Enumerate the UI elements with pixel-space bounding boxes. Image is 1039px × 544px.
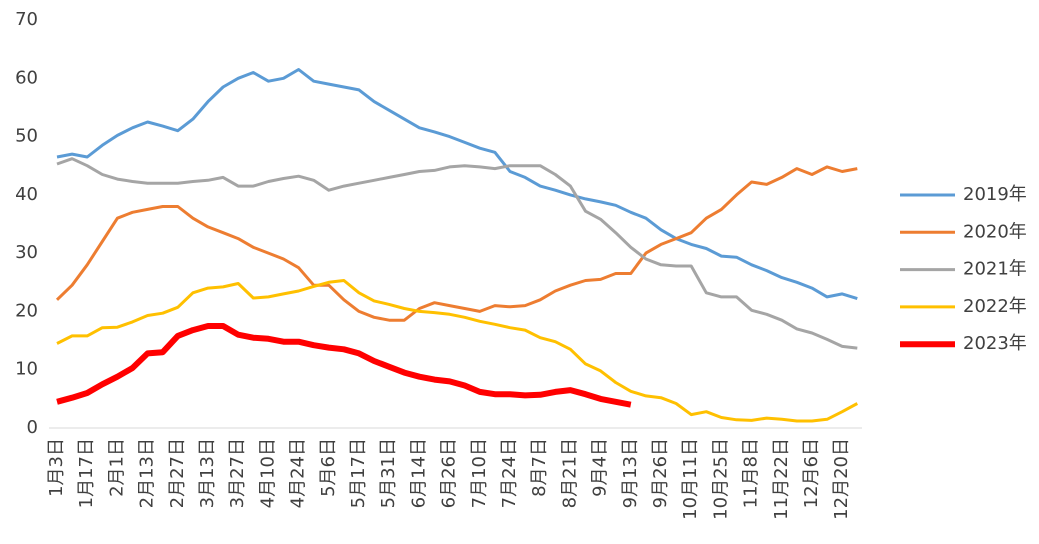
x-tick-label: 4月10日: [257, 438, 278, 508]
legend-label: 2019年: [963, 184, 1027, 205]
x-tick-label: 2月1日: [106, 438, 127, 497]
x-tick-label: 9月26日: [650, 438, 671, 508]
x-tick-label: 1月17日: [76, 438, 97, 508]
x-tick-label: 8月7日: [529, 438, 550, 497]
series-line: [55, 165, 858, 322]
x-tick-label: 3月27日: [227, 438, 248, 508]
series-line: [56, 323, 632, 408]
y-tick-label: 0: [27, 417, 38, 438]
x-tick-label: 2月27日: [167, 438, 188, 508]
legend-label: 2021年: [963, 259, 1027, 280]
y-tick-label: 60: [15, 67, 38, 88]
legend-label: 2022年: [963, 296, 1027, 317]
x-tick-label: 4月24日: [288, 438, 309, 508]
y-tick-label: 20: [15, 300, 38, 321]
x-tick-label: 1月3日: [46, 438, 67, 497]
x-tick-label: 10月25日: [710, 438, 731, 520]
x-tick-label: 5月17日: [348, 438, 369, 508]
x-tick-label: 9月13日: [620, 438, 641, 508]
legend-label: 2020年: [963, 221, 1027, 242]
x-tick-label: 5月31日: [378, 438, 399, 508]
x-tick-label: 12月20日: [831, 438, 852, 520]
y-tick-label: 10: [15, 359, 38, 380]
x-tick-label: 11月22日: [771, 438, 792, 520]
y-tick-label: 40: [15, 184, 38, 205]
y-tick-label: 30: [15, 242, 38, 263]
x-tick-label: 6月26日: [439, 438, 460, 508]
x-tick-label: 3月13日: [197, 438, 218, 508]
series-line: [56, 68, 858, 301]
x-tick-label: 11月8日: [741, 438, 762, 508]
x-tick-label: 5月6日: [318, 438, 339, 497]
x-tick-label: 8月21日: [559, 438, 580, 508]
x-tick-label: 2月13日: [137, 438, 158, 508]
x-tick-label: 6月14日: [408, 438, 429, 508]
series-line: [56, 279, 859, 423]
x-tick-label: 12月6日: [801, 438, 822, 508]
y-tick-label: 50: [15, 126, 38, 147]
legend-label: 2023年: [963, 333, 1027, 354]
x-tick-label: 7月10日: [469, 438, 490, 508]
y-tick-label: 70: [15, 9, 38, 30]
x-tick-label: 7月24日: [499, 438, 520, 508]
x-tick-label: 10月11日: [680, 438, 701, 520]
series-line: [56, 157, 858, 350]
x-tick-label: 9月4日: [590, 438, 611, 497]
